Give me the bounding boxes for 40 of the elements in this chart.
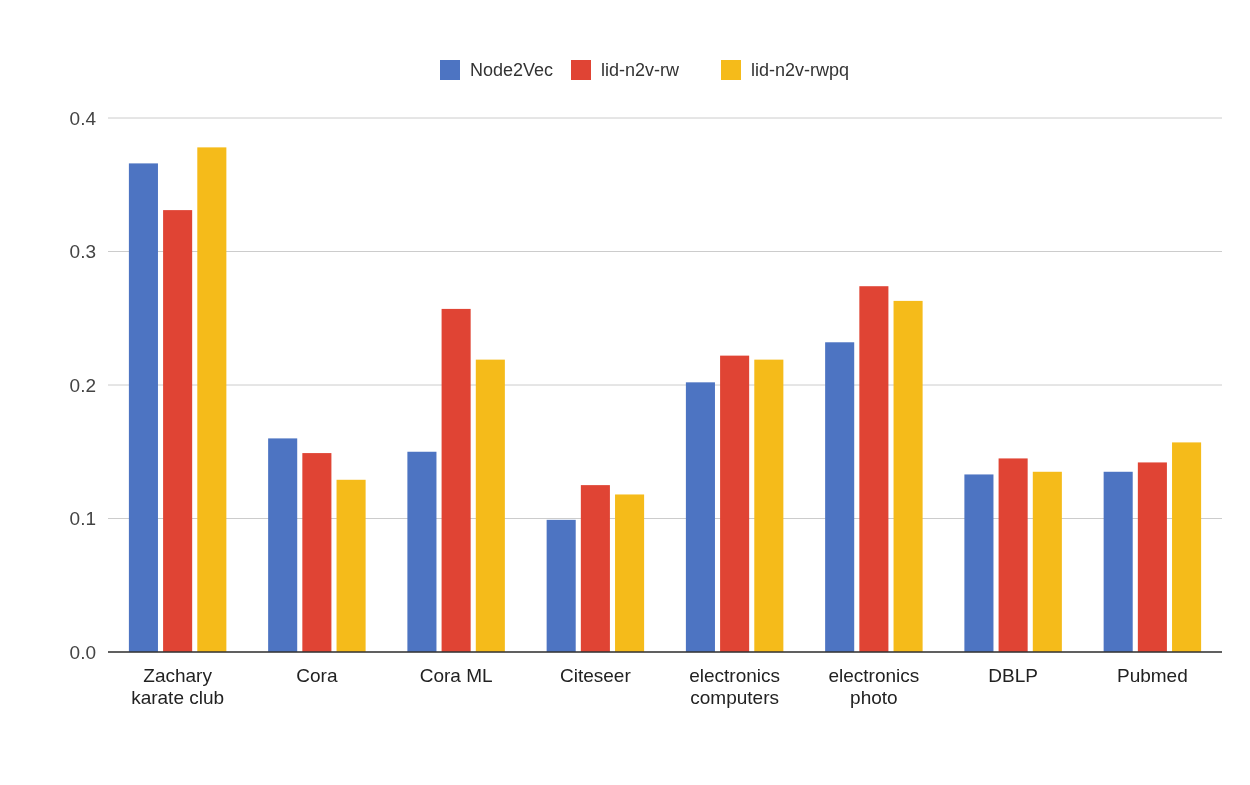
y-tick-label: 0.2 <box>69 374 96 396</box>
bar <box>720 355 750 652</box>
bar <box>685 382 715 652</box>
bar <box>268 438 298 652</box>
x-tick-label: Cora <box>296 665 338 686</box>
x-tick-label: electronics computers <box>689 665 781 708</box>
bar <box>475 359 505 652</box>
y-tick-label: 0.4 <box>69 107 97 129</box>
y-tick-label: 0.0 <box>69 641 96 663</box>
x-tick-label: Zachary karate club <box>131 665 225 708</box>
legend-label: Node2Vec <box>470 60 554 81</box>
bar <box>1032 471 1062 652</box>
bar <box>1172 442 1202 652</box>
bar <box>1103 471 1133 652</box>
bar <box>998 458 1028 652</box>
bar <box>302 453 332 652</box>
legend-label: lid-n2v-rwpq <box>751 60 850 81</box>
bar <box>407 451 437 652</box>
x-tick-label: Cora ML <box>419 665 493 686</box>
bar <box>825 342 855 652</box>
bar <box>336 479 366 652</box>
bar <box>859 286 889 652</box>
bar <box>1137 462 1167 652</box>
bar <box>163 210 193 652</box>
x-tick-label: Pubmed <box>1116 665 1188 686</box>
bar <box>441 308 471 652</box>
bar <box>754 359 784 652</box>
y-tick-label: 0.3 <box>69 241 96 263</box>
bar <box>546 519 576 652</box>
bar <box>197 147 227 652</box>
y-tick-label: 0.1 <box>69 508 96 530</box>
x-tick-label: DBLP <box>988 665 1038 686</box>
bar <box>580 485 610 652</box>
legend-label: lid-n2v-rw <box>601 60 681 81</box>
bar <box>964 474 994 652</box>
bar <box>893 300 923 652</box>
x-tick-label: electronics photo <box>828 665 920 708</box>
bar <box>128 163 158 652</box>
x-tick-label: Citeseer <box>560 665 632 686</box>
bar <box>615 494 645 652</box>
